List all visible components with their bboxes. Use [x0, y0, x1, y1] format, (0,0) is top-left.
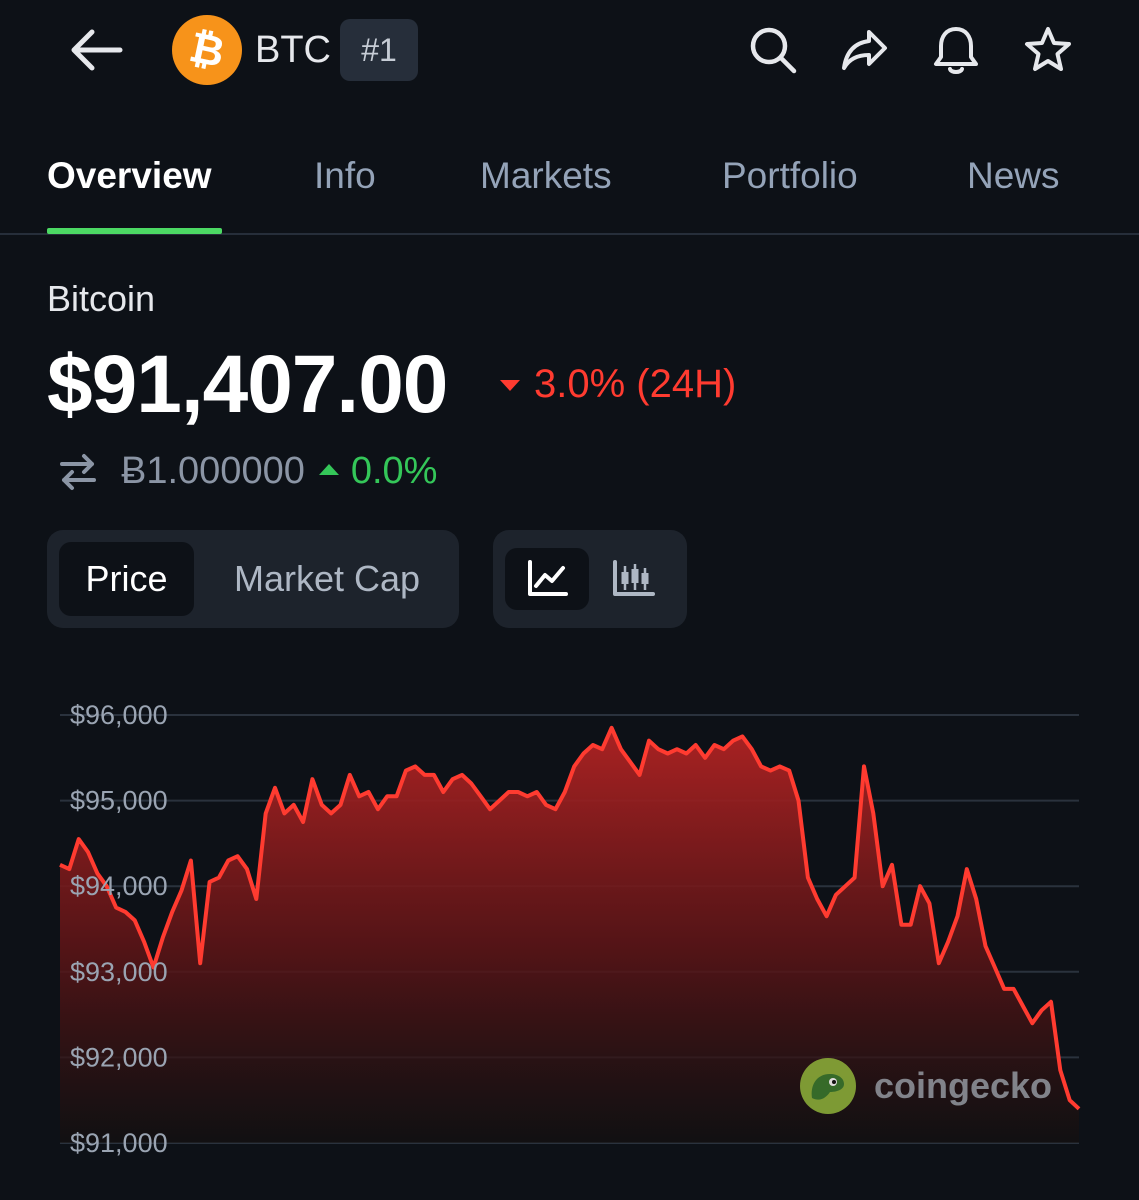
caret-down-icon	[500, 379, 520, 391]
tab-portfolio[interactable]: Portfolio	[722, 155, 858, 196]
swap-icon[interactable]	[55, 448, 101, 494]
active-tab-indicator	[47, 228, 222, 234]
back-arrow-icon	[71, 29, 123, 71]
current-price: $91,407.00	[47, 339, 448, 430]
price-chart-svg: $96,000 $95,000 $94,000 $93,000 $92,000 $91,0…	[59, 700, 1081, 1158]
coingecko-watermark: coingecko	[800, 1058, 1052, 1114]
price-chart[interactable]: $96,000 $95,000 $94,000 $93,000 $92,000 $91,0…	[0, 680, 1139, 1180]
candlestick-chart-option[interactable]	[591, 548, 675, 610]
coin-symbol: BTC	[255, 29, 331, 71]
y-tick-label: $94,000	[70, 871, 168, 901]
btc-change: 0.0%	[350, 450, 438, 492]
favorite-button[interactable]	[1020, 22, 1076, 78]
alerts-button[interactable]	[928, 22, 984, 78]
share-button[interactable]	[837, 22, 893, 78]
tab-news[interactable]: News	[967, 155, 1060, 196]
y-tick-label: $96,000	[70, 700, 168, 730]
bitcoin-logo-icon: ₿	[172, 15, 242, 85]
coingecko-watermark-text: coingecko	[874, 1065, 1053, 1106]
btc-value: Ƀ1.000000	[121, 450, 305, 492]
btc-conversion-row: Ƀ1.000000 0.0%	[55, 448, 437, 494]
rank-badge: #1	[340, 19, 418, 81]
coingecko-logo-icon	[800, 1058, 856, 1114]
y-tick-label: $92,000	[70, 1042, 168, 1072]
search-button[interactable]	[745, 22, 801, 78]
coin-name: Bitcoin	[47, 278, 156, 319]
market-cap-option[interactable]: Market Cap	[233, 558, 421, 599]
bell-icon	[934, 27, 978, 74]
price-area-fill	[60, 727, 1079, 1143]
star-icon	[1025, 27, 1071, 71]
line-chart-icon	[528, 560, 568, 596]
y-tick-label: $93,000	[70, 957, 168, 987]
tab-markets[interactable]: Markets	[480, 155, 612, 196]
price-line	[59, 725, 1081, 1111]
chart-type-toggle	[493, 530, 687, 628]
svg-text:₿: ₿	[185, 24, 228, 76]
caret-up-icon	[318, 463, 339, 475]
top-bar: ₿ BTC #1	[0, 0, 1139, 110]
tab-overview[interactable]: Overview	[47, 155, 212, 196]
search-icon	[750, 27, 797, 74]
tab-bar: Overview Info Markets Portfolio News	[0, 140, 1139, 235]
metric-toggle: Price Market Cap	[47, 530, 459, 628]
price-option[interactable]: Price	[59, 542, 194, 616]
price-change-24h: 3.0% (24H)	[500, 360, 736, 408]
candlestick-chart-icon	[613, 560, 655, 596]
back-button[interactable]	[66, 22, 126, 78]
line-chart-option[interactable]	[505, 548, 589, 610]
share-icon	[842, 30, 887, 70]
y-tick-label: $91,000	[70, 1128, 168, 1158]
tab-info[interactable]: Info	[314, 155, 376, 196]
price-change-24h-value: 3.0% (24H)	[534, 362, 737, 406]
y-tick-label: $95,000	[70, 786, 168, 816]
